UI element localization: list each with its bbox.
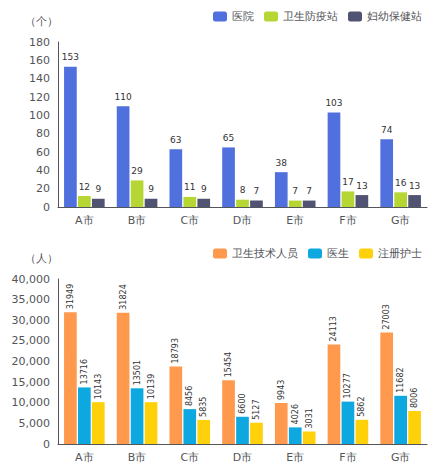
- svg-text:4026: 4026: [291, 404, 300, 424]
- svg-text:医生: 医生: [327, 247, 349, 260]
- svg-text:6600: 6600: [238, 393, 247, 413]
- svg-text:31949: 31949: [66, 284, 75, 309]
- svg-text:140: 140: [29, 72, 50, 85]
- svg-text:13501: 13501: [133, 360, 142, 385]
- svg-text:103: 103: [325, 98, 342, 108]
- svg-text:D市: D市: [233, 451, 252, 464]
- svg-text:7: 7: [254, 186, 260, 196]
- svg-text:11: 11: [184, 182, 195, 192]
- svg-text:C市: C市: [180, 214, 199, 227]
- svg-text:10277: 10277: [343, 373, 352, 398]
- svg-text:9: 9: [201, 184, 207, 194]
- svg-text:10139: 10139: [147, 374, 156, 399]
- svg-text:30,000: 30,000: [12, 314, 51, 327]
- svg-text:9: 9: [148, 184, 154, 194]
- svg-text:5862: 5862: [357, 396, 366, 416]
- svg-text:120: 120: [29, 91, 50, 104]
- svg-text:D市: D市: [233, 214, 252, 227]
- svg-text:74: 74: [381, 125, 393, 135]
- svg-text:65: 65: [223, 133, 234, 143]
- svg-text:13: 13: [356, 181, 367, 191]
- svg-text:153: 153: [62, 52, 79, 62]
- svg-text:3031: 3031: [305, 408, 314, 428]
- svg-text:10143: 10143: [94, 374, 103, 399]
- svg-text:40,000: 40,000: [12, 273, 51, 286]
- svg-text:G市: G市: [391, 451, 411, 464]
- svg-text:180: 180: [29, 36, 50, 49]
- svg-text:100: 100: [29, 109, 50, 122]
- svg-text:18793: 18793: [171, 338, 180, 363]
- svg-text:38: 38: [276, 158, 288, 168]
- svg-text:妇幼保健站: 妇幼保健站: [367, 10, 422, 23]
- svg-text:E市: E市: [286, 451, 304, 464]
- svg-text:40: 40: [36, 164, 50, 177]
- svg-text:C市: C市: [180, 451, 199, 464]
- svg-text:卫生防疫站: 卫生防疫站: [283, 10, 338, 23]
- svg-text:注册护士: 注册护士: [378, 247, 422, 260]
- svg-text:10,000: 10,000: [12, 396, 51, 409]
- svg-text:31824: 31824: [119, 284, 128, 309]
- svg-text:E市: E市: [286, 214, 304, 227]
- svg-text:F市: F市: [339, 451, 356, 464]
- svg-text:35,000: 35,000: [12, 293, 51, 306]
- svg-text:8: 8: [240, 185, 246, 195]
- svg-text:0: 0: [43, 438, 50, 451]
- svg-text:7: 7: [306, 186, 312, 196]
- svg-text:13: 13: [409, 181, 420, 191]
- svg-text:5,000: 5,000: [19, 417, 51, 430]
- svg-text:5835: 5835: [199, 397, 208, 417]
- svg-text:20: 20: [36, 182, 50, 195]
- svg-text:（个）: （个）: [25, 15, 58, 28]
- svg-text:（人）: （人）: [25, 252, 58, 265]
- svg-text:27003: 27003: [382, 304, 391, 329]
- svg-text:7: 7: [292, 186, 298, 196]
- svg-text:29: 29: [131, 166, 143, 176]
- svg-text:F市: F市: [339, 214, 356, 227]
- svg-text:8006: 8006: [410, 388, 419, 408]
- svg-text:13716: 13716: [80, 359, 89, 384]
- svg-text:160: 160: [29, 54, 50, 67]
- svg-text:12: 12: [79, 182, 90, 192]
- svg-text:16: 16: [395, 178, 407, 188]
- svg-text:60: 60: [36, 146, 50, 159]
- svg-text:110: 110: [115, 92, 132, 102]
- svg-text:0: 0: [43, 201, 50, 214]
- svg-text:5127: 5127: [252, 399, 261, 419]
- svg-text:20,000: 20,000: [12, 355, 51, 368]
- svg-text:15,000: 15,000: [12, 376, 51, 389]
- svg-text:24113: 24113: [329, 316, 338, 341]
- svg-text:B市: B市: [128, 451, 147, 464]
- svg-text:B市: B市: [128, 214, 147, 227]
- svg-text:8456: 8456: [185, 386, 194, 406]
- svg-text:9: 9: [95, 184, 101, 194]
- svg-text:25,000: 25,000: [12, 334, 51, 347]
- svg-text:80: 80: [36, 127, 50, 140]
- svg-text:17: 17: [342, 177, 353, 187]
- svg-text:医院: 医院: [232, 10, 254, 23]
- svg-text:11682: 11682: [396, 367, 405, 392]
- svg-text:卫生技术人员: 卫生技术人员: [232, 247, 298, 260]
- svg-text:15454: 15454: [224, 352, 233, 377]
- svg-text:A市: A市: [75, 214, 94, 227]
- svg-text:A市: A市: [75, 451, 94, 464]
- svg-text:9943: 9943: [277, 380, 286, 400]
- svg-text:G市: G市: [391, 214, 411, 227]
- svg-text:63: 63: [170, 135, 181, 145]
